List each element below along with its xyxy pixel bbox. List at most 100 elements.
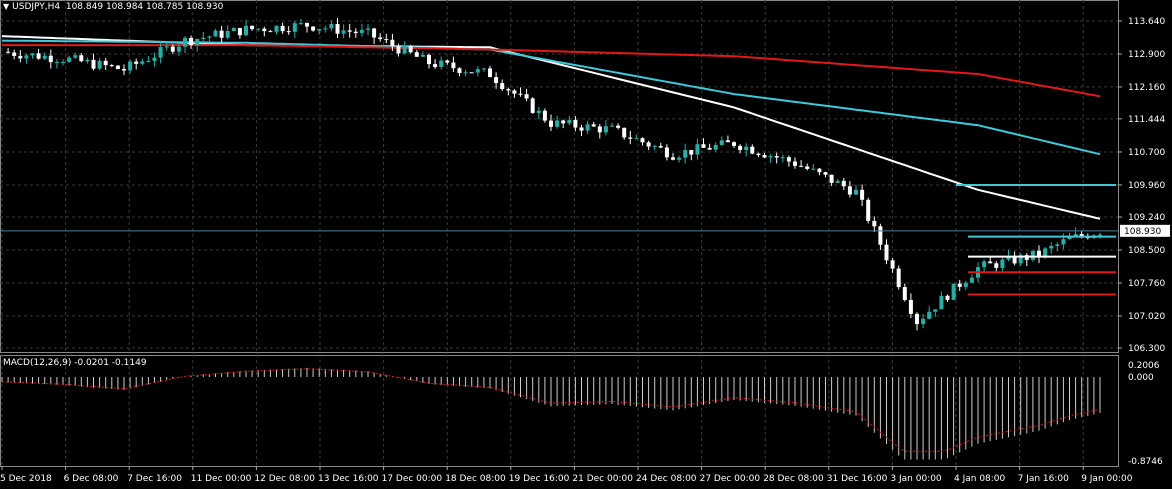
candle-body (323, 28, 328, 30)
macd-histogram (1, 367, 1101, 460)
candle-body (164, 46, 169, 48)
candle-body (475, 69, 480, 73)
candle-body (488, 68, 492, 78)
candle-body (939, 295, 944, 310)
price-tick-label: 108.500 (1128, 246, 1165, 256)
price-tick-label: 112.900 (1128, 50, 1165, 60)
candle-body (274, 25, 279, 32)
candle-body (128, 61, 133, 71)
candle-body (195, 39, 200, 45)
time-tick-label: 21 Dec 00:00 (572, 474, 633, 484)
candle-body (463, 72, 468, 74)
candle-body (61, 61, 65, 63)
moving-average-line (1, 39, 1101, 156)
candle-body (317, 28, 322, 31)
candle-body (219, 30, 224, 38)
candle-body (1018, 255, 1023, 264)
candle-body (573, 119, 578, 128)
candle-body (1043, 248, 1048, 257)
candle-body (512, 90, 517, 94)
candle-body (634, 138, 639, 140)
candle-body (231, 28, 236, 32)
candle-body (140, 61, 145, 64)
candle-body (183, 37, 187, 47)
macd-panel-border (0, 355, 1119, 467)
candle-body (982, 261, 987, 268)
candle-body (738, 145, 743, 151)
candle-body (109, 65, 114, 67)
candle-body (1098, 234, 1102, 236)
price-tick-label: 110.700 (1128, 148, 1165, 158)
candle-body (902, 287, 907, 300)
candle-body (420, 54, 425, 57)
candle-body (6, 51, 11, 53)
time-tick-label: 4 Jan 08:00 (954, 474, 1006, 484)
macd-signal-line (1, 368, 1101, 452)
candle-body (176, 46, 181, 52)
time-tick-label: 3 Jan 00:00 (890, 474, 942, 484)
candle-body (12, 52, 17, 56)
candle-body (298, 23, 303, 25)
candle-body (988, 261, 993, 264)
candle-body (85, 59, 90, 62)
candle-body (963, 282, 968, 287)
candlesticks (6, 18, 1102, 331)
dropdown-triangle-icon[interactable]: ▼ (3, 2, 10, 11)
candle-body (585, 124, 590, 131)
candle-body (408, 45, 413, 53)
candle-body (414, 52, 419, 57)
candle-body (73, 55, 78, 58)
candle-body (756, 153, 761, 156)
time-tick-label: 6 Dec 08:00 (64, 474, 119, 484)
candle-body (671, 157, 675, 160)
candle-body (829, 174, 834, 183)
candle-body (451, 62, 456, 69)
candle-body (1030, 250, 1035, 260)
candle-body (750, 146, 755, 154)
candle-body (115, 65, 120, 69)
macd-tick-label: 0.2006 (1128, 361, 1160, 371)
candle-body (54, 61, 59, 63)
candle-body (1079, 234, 1084, 236)
candle-body (378, 37, 383, 40)
time-tick-label: 9 Jan 00:00 (1081, 474, 1133, 484)
candle-body (1006, 255, 1011, 260)
candle-body (884, 244, 889, 261)
candle-body (744, 146, 749, 151)
candle-body (146, 60, 151, 62)
candle-body (536, 110, 541, 113)
time-tick-label: 13 Dec 16:00 (318, 474, 379, 484)
candle-body (774, 156, 779, 158)
candle-body (36, 53, 41, 59)
candle-body (439, 60, 444, 67)
price-tick-label: 106.300 (1128, 344, 1165, 354)
candle-body (628, 137, 633, 139)
price-tick-label: 109.960 (1128, 181, 1165, 191)
candle-body (768, 156, 773, 158)
chart-title: ▼ USDJPY,H4 108.849 108.984 108.785 108.9… (3, 2, 223, 12)
candle-body (359, 29, 364, 34)
time-tick-label: 11 Dec 00:00 (191, 474, 252, 484)
candle-body (555, 120, 560, 127)
candle-body (994, 263, 999, 268)
candle-body (725, 140, 730, 143)
candle-body (311, 26, 316, 31)
candle-body (890, 260, 895, 269)
candle-body (732, 142, 736, 146)
candle-body (927, 311, 932, 319)
candle-body (780, 157, 785, 159)
candle-body (860, 189, 865, 200)
candle-body (189, 37, 194, 45)
candle-body (280, 25, 285, 32)
horizontal-levels (956, 183, 1116, 296)
candle-body (872, 220, 877, 227)
candle-body (969, 277, 974, 283)
candle-body (97, 60, 102, 69)
candle-body (793, 161, 797, 166)
candle-body (561, 120, 566, 124)
candle-body (1012, 255, 1017, 264)
candle-body (817, 168, 822, 173)
candle-body (707, 147, 712, 150)
candle-body (799, 165, 804, 167)
